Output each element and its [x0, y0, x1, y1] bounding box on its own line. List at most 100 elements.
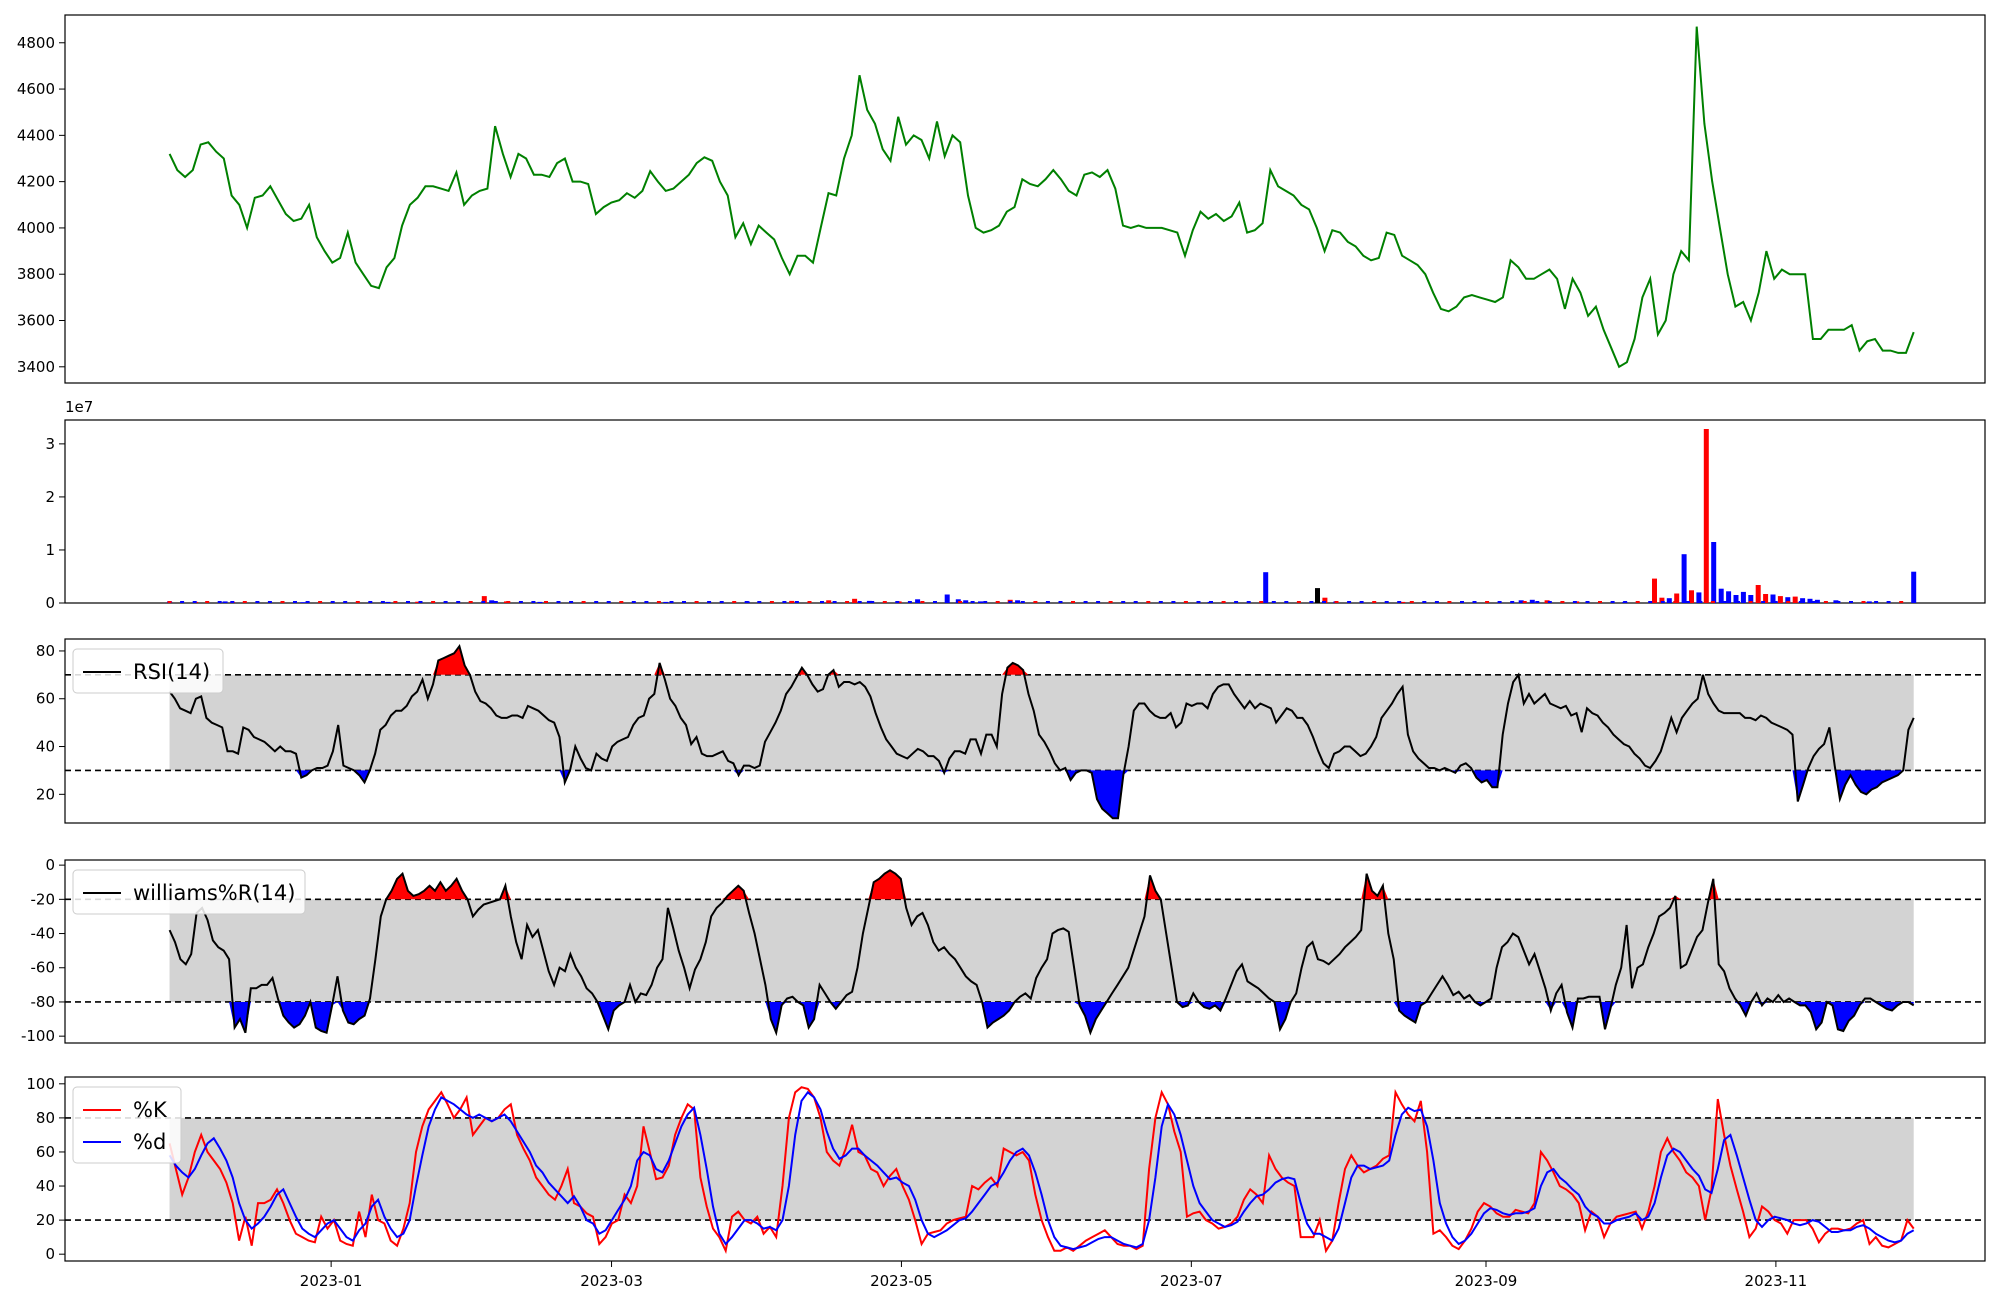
volume-bar: [606, 601, 611, 603]
volume-bar: [1196, 601, 1201, 603]
volume-bar: [619, 601, 624, 603]
volume-bar: [1334, 601, 1339, 603]
rsi-overbought-fill: [169, 646, 1914, 675]
volume-bar: [1666, 598, 1672, 603]
volume-bar: [644, 601, 649, 603]
volume-bar: [1020, 601, 1025, 603]
williams-legend-label: williams%R(14): [133, 881, 295, 905]
volume-bar: [180, 601, 185, 603]
volume-bar: [293, 601, 297, 603]
volume-bar: [895, 601, 900, 603]
volume-bar: [1811, 601, 1816, 603]
volume-bar: [1861, 601, 1866, 603]
volume-bar: [569, 601, 574, 603]
volume-bar: [1560, 601, 1565, 603]
volume-bar: [1246, 601, 1251, 603]
volume-bar: [656, 601, 661, 603]
volume-bar: [1497, 601, 1502, 603]
volume-bar: [707, 601, 712, 603]
volume-bar: [594, 601, 599, 603]
volume-ytick-label: 1: [45, 541, 55, 559]
volume-bar: [217, 601, 222, 603]
volume-bar: [1823, 601, 1828, 603]
volume-bar: [1447, 601, 1452, 603]
volume-bar: [1121, 601, 1126, 603]
stochastic-legend-box: [72, 1086, 182, 1164]
volume-bar: [1263, 572, 1269, 603]
volume-bar: [506, 601, 511, 603]
volume-bar: [719, 601, 724, 603]
stochastic-ytick-label: 60: [36, 1143, 55, 1161]
volume-bar: [1058, 601, 1063, 603]
volume-bar: [1755, 585, 1761, 603]
volume-bar: [330, 601, 335, 603]
volume-bar: [1770, 594, 1776, 603]
volume-bar: [1610, 601, 1615, 603]
volume-bar: [1623, 601, 1628, 603]
volume-bar: [944, 594, 950, 603]
x-axis-tick-label: 2023-09: [1455, 1272, 1518, 1290]
volume-bar: [192, 601, 197, 603]
volume-bar: [933, 601, 937, 603]
williams-ytick-label: -60: [31, 959, 56, 977]
volume-bar: [380, 601, 385, 603]
volume-bar: [300, 602, 306, 603]
volume-bar: [1740, 591, 1746, 603]
volume-bar: [242, 601, 247, 603]
volume-bar: [870, 601, 875, 603]
volume-bar: [1400, 601, 1406, 603]
volume-bar: [866, 600, 872, 603]
volume-bar: [1158, 601, 1163, 603]
volume-bar: [915, 599, 921, 603]
volume-bar: [1874, 601, 1879, 603]
volume-offset-label: 1e7: [65, 398, 93, 416]
price-ytick-label: 4200: [17, 173, 55, 191]
volume-bar: [958, 601, 963, 603]
volume-bar: [318, 601, 323, 603]
volume-bar: [1710, 601, 1715, 603]
volume-bar: [1008, 601, 1013, 603]
volume-bar: [1315, 588, 1320, 603]
x-axis-tick-label: 2023-11: [1745, 1272, 1808, 1290]
volume-bar: [832, 601, 837, 603]
volume-bar: [907, 601, 912, 603]
volume-bar: [1271, 601, 1276, 603]
volume-bar: [1485, 601, 1490, 603]
williams-band: [169, 899, 1914, 1002]
stochastic-ytick-label: 80: [36, 1109, 55, 1127]
price-ytick-label: 3600: [17, 312, 55, 330]
volume-bar: [1763, 594, 1769, 603]
volume-bar: [1911, 571, 1917, 603]
williams-oversold-fill: [169, 1002, 1914, 1033]
volume-bar: [518, 601, 523, 603]
volume-ytick-label: 3: [45, 435, 55, 453]
volume-bar: [1384, 601, 1389, 603]
volume-bar: [1761, 601, 1766, 603]
stochastic-band: [169, 1117, 1914, 1221]
volume-bar: [1045, 601, 1050, 603]
williams-ytick-label: 0: [45, 856, 55, 874]
volume-bar: [1535, 601, 1540, 603]
volume-bar: [1792, 596, 1798, 603]
price-ytick-label: 4000: [17, 219, 55, 237]
rsi-legend-label: RSI(14): [133, 660, 210, 684]
volume-bar: [1659, 597, 1665, 603]
rsi-ytick-label: 60: [36, 690, 55, 708]
volume-bar: [1711, 542, 1717, 603]
volume-bar: [368, 601, 373, 603]
volume-bar: [1015, 600, 1021, 603]
williams-series-line: [168, 869, 1915, 1037]
volume-bar: [1572, 601, 1577, 603]
volume-bar: [769, 601, 774, 603]
volume-bar: [431, 601, 436, 603]
volume-bar: [1033, 601, 1038, 603]
volume-bar: [1674, 593, 1680, 603]
volume-bar: [1648, 601, 1653, 603]
volume-bar: [1434, 601, 1439, 603]
volume-bar: [230, 601, 235, 603]
volume-bar: [1723, 601, 1728, 603]
volume-bar: [1322, 597, 1328, 603]
volume-bar: [1652, 578, 1657, 603]
volume-bar: [1510, 601, 1515, 603]
volume-bar: [694, 601, 699, 603]
